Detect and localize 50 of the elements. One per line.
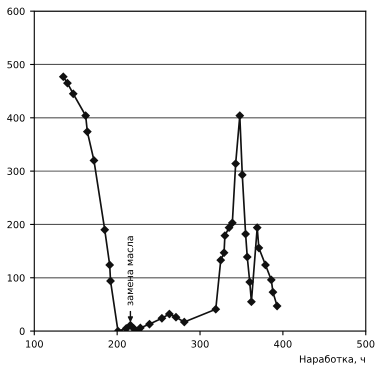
point: [106, 276, 115, 286]
point: [268, 288, 278, 296]
point: [106, 260, 114, 270]
y-tick-label: 600: [7, 8, 25, 15]
point: [236, 112, 244, 120]
point: [238, 170, 246, 179]
y-tick-label: 0: [20, 328, 25, 335]
y-tick-label: 100: [8, 274, 25, 282]
point: [228, 218, 236, 227]
point: [232, 160, 240, 168]
point: [247, 298, 256, 306]
point: [136, 324, 144, 332]
point: [243, 252, 252, 262]
point: [82, 112, 90, 120]
point: [165, 310, 174, 318]
point: [59, 72, 68, 81]
point: [69, 90, 78, 98]
x-tick-label: 400: [274, 340, 292, 348]
point: [90, 156, 98, 165]
point: [158, 314, 166, 322]
point: [130, 324, 138, 332]
point: [272, 302, 282, 310]
x-tick-label: 300: [191, 340, 209, 348]
point: [63, 79, 72, 88]
y-tick-label: 400: [7, 114, 25, 122]
x-axis-title: Наработка, ч: [300, 355, 365, 365]
point: [220, 248, 228, 257]
point: [261, 260, 270, 270]
point: [145, 320, 154, 328]
point: [267, 276, 276, 284]
y-tick-label: 300: [7, 168, 25, 175]
y-tick-label: 200: [7, 220, 25, 228]
x-tick-label: 200: [108, 340, 126, 348]
point: [254, 244, 263, 252]
point: [83, 128, 92, 136]
point: [212, 305, 220, 314]
x-tick-label: 500: [357, 340, 374, 348]
y-tick-label: 500: [7, 60, 25, 68]
point: [180, 318, 188, 326]
point: [246, 278, 254, 286]
point: [172, 313, 180, 322]
annotation: замена масла: [128, 236, 134, 306]
point: [253, 224, 262, 232]
point: [100, 226, 109, 234]
point: [220, 232, 230, 240]
point: [216, 256, 225, 264]
x-tick-label: 100: [26, 340, 43, 348]
point: [122, 324, 130, 332]
point: [224, 224, 234, 232]
point: [241, 230, 250, 238]
